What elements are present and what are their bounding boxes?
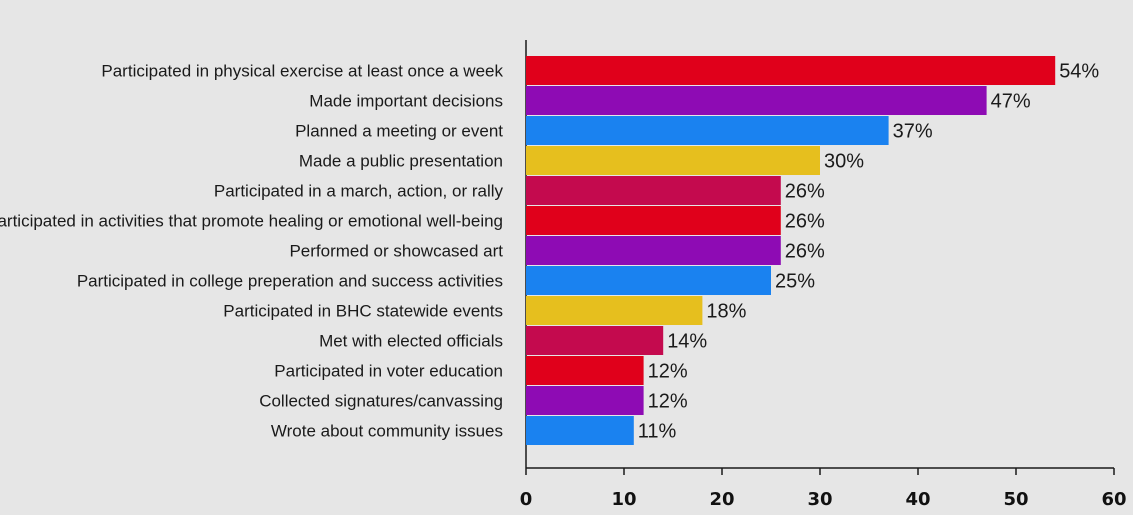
data-label: 26% (785, 241, 825, 263)
bar (526, 206, 781, 235)
bar (526, 416, 634, 445)
category-label: Wrote about community issues (271, 422, 503, 441)
tick-label: 10 (611, 489, 636, 510)
data-label: 25% (775, 271, 815, 293)
data-label: 12% (648, 361, 688, 383)
category-label: Participated in physical exercise at lea… (101, 62, 503, 81)
data-label: 26% (785, 211, 825, 233)
category-label: Performed or showcased art (289, 242, 503, 261)
bar (526, 86, 987, 115)
bar (526, 146, 820, 175)
tick-label: 20 (709, 489, 734, 510)
x-axis-ticks: 0 10 20 30 40 50 60 (520, 468, 1127, 510)
category-label: Participated in BHC statewide events (223, 302, 503, 321)
data-label: 12% (648, 391, 688, 413)
category-label: Made a public presentation (299, 152, 503, 171)
data-label: 11% (638, 421, 677, 443)
category-label: Collected signatures/canvassing (259, 392, 503, 411)
bar (526, 176, 781, 205)
data-label: 54% (1059, 61, 1099, 83)
tick-label: 0 (520, 489, 533, 510)
bar (526, 296, 703, 325)
data-label: 30% (824, 151, 864, 173)
bar (526, 326, 664, 355)
data-label: 37% (893, 121, 933, 143)
category-label: Participated in a march, action, or rall… (214, 182, 504, 201)
data-label: 18% (706, 301, 746, 323)
bars-group (526, 56, 1056, 445)
category-labels: Participated in physical exercise at lea… (0, 62, 503, 441)
bar (526, 266, 771, 295)
tick-label: 30 (807, 489, 832, 510)
value-labels: 54% 47% 37% 30% 26% 26% 26% 25% 18% 14% 12% 12% 11% (638, 61, 1100, 443)
bar (526, 56, 1056, 85)
data-label: 14% (667, 331, 707, 353)
data-label: 47% (991, 91, 1031, 113)
bar (526, 236, 781, 265)
category-label: Met with elected officials (319, 332, 503, 351)
data-label: 26% (785, 181, 825, 203)
category-label: Participated in voter education (274, 362, 503, 381)
tick-label: 50 (1003, 489, 1028, 510)
tick-label: 60 (1101, 489, 1126, 510)
tick-label: 40 (905, 489, 930, 510)
bar (526, 356, 644, 385)
category-label: Planned a meeting or event (295, 122, 503, 141)
category-label: Made important decisions (309, 92, 503, 111)
bar (526, 116, 889, 145)
category-label: Participated in college preperation and … (77, 272, 503, 291)
category-label: Participated in activities that promote … (0, 212, 503, 231)
bar (526, 386, 644, 415)
